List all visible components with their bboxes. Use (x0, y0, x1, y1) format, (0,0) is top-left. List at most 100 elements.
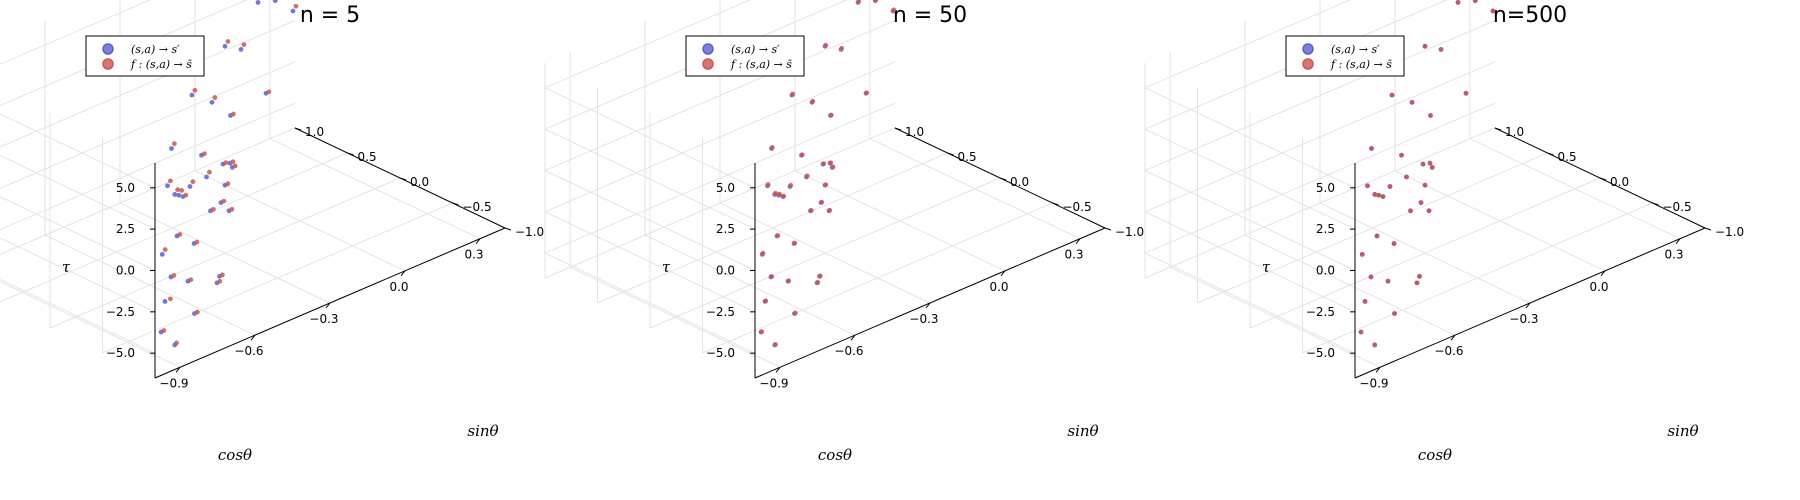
data-point (1372, 192, 1378, 197)
legend: (s,a) → s′ f : (s,a) → s̄ (685, 35, 805, 77)
data-point (763, 298, 769, 304)
z-tick-label: −2.5 (1306, 305, 1335, 319)
data-point (1368, 274, 1374, 280)
x-tick-label: −0.6 (234, 344, 263, 358)
data-point (773, 342, 778, 347)
legend-marker (1302, 43, 1314, 55)
grid-line (544, 127, 896, 279)
legend-label: (s,a) → s′ (131, 43, 180, 56)
data-point (1417, 273, 1422, 279)
data-point (221, 198, 227, 204)
x-tick-mark (1000, 270, 1006, 277)
x-tick-label: 0.3 (464, 248, 483, 262)
data-point (169, 146, 174, 151)
data-point (187, 184, 193, 189)
data-point (1374, 233, 1380, 239)
data-point (183, 192, 189, 198)
y-tick-label: 0.0 (1010, 175, 1029, 189)
grid-line (544, 0, 752, 89)
x-tick-label: −0.3 (1509, 312, 1538, 326)
data-point (1365, 183, 1370, 189)
data-point (773, 190, 778, 196)
grid-line (1144, 0, 1352, 89)
data-point (1438, 47, 1444, 52)
data-point (204, 174, 209, 180)
data-point (864, 90, 870, 96)
y-tick-mark (1494, 127, 1502, 131)
data-point (830, 164, 836, 170)
data-point (172, 141, 177, 147)
data-point (777, 191, 782, 197)
data-point (189, 92, 195, 98)
grid-line (0, 152, 348, 303)
legend-label: f : (s,a) → s̄ (730, 58, 792, 71)
data-point (209, 99, 215, 105)
x-tick-label: −0.9 (1359, 376, 1388, 390)
grid-line (544, 211, 756, 313)
grid-line (597, 152, 948, 304)
legend-label: f : (s,a) → s̄ (1330, 58, 1392, 71)
data-point (212, 95, 218, 100)
data-point (1387, 184, 1393, 189)
legend-label: (s,a) → s′ (1331, 43, 1380, 56)
data-point (769, 144, 775, 150)
z-tick-label: −5.0 (1306, 346, 1335, 360)
data-point (821, 161, 827, 167)
grid-line (544, 252, 756, 354)
y-tick-mark (1704, 227, 1712, 231)
data-point (168, 178, 173, 184)
grid-line (1144, 252, 1356, 354)
data-point (827, 207, 833, 213)
grid-line (0, 113, 156, 189)
y-tick-label: −0.5 (1063, 200, 1092, 214)
legend-box (85, 35, 205, 77)
data-point (810, 98, 816, 104)
grid-line (1144, 170, 1356, 271)
y-tick-label: −0.5 (463, 200, 492, 214)
data-point (195, 309, 200, 315)
data-point (1372, 342, 1378, 348)
x-axis-label: cosθ (818, 446, 852, 464)
grid-line (544, 170, 756, 271)
data-point (1422, 43, 1428, 49)
y-axis-label: sinθ (467, 422, 498, 440)
legend: (s,a) → s′ f : (s,a) → s̄ (85, 35, 205, 77)
chart-title: n=500 (1493, 3, 1567, 28)
data-point (238, 47, 244, 52)
z-tick-label: −2.5 (706, 305, 735, 319)
x-tick-label: −0.9 (159, 376, 188, 390)
y-tick-mark (1599, 177, 1607, 181)
y-tick-mark (894, 127, 902, 131)
data-point (817, 273, 823, 279)
chart-title: n = 5 (300, 3, 360, 28)
data-point (165, 183, 170, 189)
x-tick-mark (850, 334, 856, 341)
data-point (177, 232, 183, 237)
data-point (1362, 299, 1368, 304)
x-tick-mark (1450, 334, 1456, 341)
data-point (162, 247, 168, 252)
data-point (1369, 146, 1374, 151)
data-point (162, 299, 168, 304)
data-point (190, 179, 196, 185)
grid-line (544, 102, 896, 254)
x-tick-mark (1375, 366, 1381, 373)
z-tick-label: 0.0 (1316, 264, 1335, 278)
data-point (202, 151, 207, 157)
x-tick-mark (1075, 238, 1081, 245)
data-point (828, 112, 834, 118)
x-tick-mark (1525, 302, 1531, 309)
x-tick-label: −0.9 (759, 376, 788, 390)
grid-line (0, 102, 296, 231)
x-tick-mark (1675, 238, 1681, 245)
data-point (225, 181, 231, 187)
x-tick-label: 0.3 (1664, 248, 1683, 262)
data-point (232, 163, 238, 169)
data-point (1408, 208, 1413, 214)
legend-marker (102, 43, 114, 55)
data-point (222, 43, 228, 49)
data-point (1389, 92, 1395, 98)
data-point (223, 160, 229, 166)
grid-line (1144, 127, 1496, 279)
data-point (769, 274, 775, 279)
